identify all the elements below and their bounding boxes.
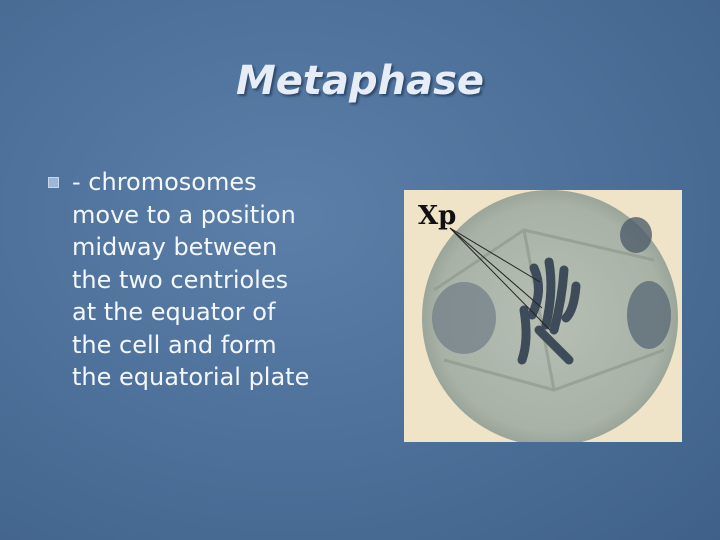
text-line: the equatorial plate [72, 363, 310, 391]
image-label: Xp [418, 201, 456, 231]
micrograph: Xp [404, 190, 682, 442]
text-line: move to a position [72, 200, 296, 229]
text-line: midway between [72, 233, 278, 261]
slide-title: Metaphase [235, 58, 485, 104]
bullet-marker [48, 177, 59, 188]
text-line: - chromosomes [72, 168, 257, 196]
text-line: at the equator of [72, 298, 276, 326]
text-line: the cell and form [72, 330, 277, 359]
bullet-text: - chromosomes move to a position midway be… [72, 166, 309, 394]
text-line: the two centrioles [72, 265, 289, 294]
